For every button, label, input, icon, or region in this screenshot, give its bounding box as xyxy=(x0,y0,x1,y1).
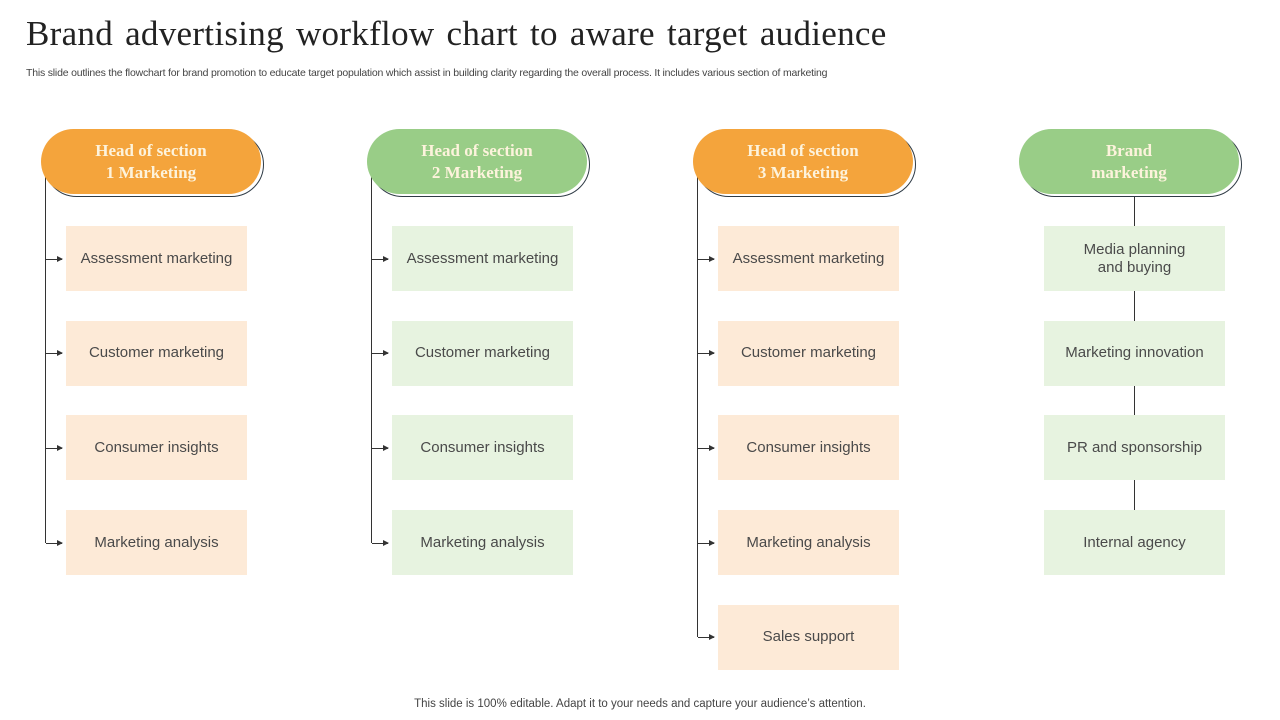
arrow-icon xyxy=(46,350,63,357)
page-title: Brand advertising workflow chart to awar… xyxy=(26,14,887,53)
step-box: Customer marketing xyxy=(66,320,247,386)
arrow-icon xyxy=(372,444,389,451)
arrow-icon xyxy=(46,539,63,546)
step-box: Sales support xyxy=(718,604,899,670)
arrow-icon xyxy=(698,444,715,451)
arrow-icon xyxy=(698,255,715,262)
section-heading: Head of section 3 Marketing xyxy=(693,129,913,194)
section-heading: Head of section 1 Marketing xyxy=(41,129,261,194)
step-box: Assessment marketing xyxy=(66,226,247,291)
step-box: Assessment marketing xyxy=(718,226,899,291)
arrow-icon xyxy=(698,634,715,641)
connector-line xyxy=(371,175,372,543)
step-box: Consumer insights xyxy=(66,415,247,481)
arrow-icon xyxy=(698,350,715,357)
step-box: Assessment marketing xyxy=(392,226,573,291)
step-box: PR and sponsorship xyxy=(1044,415,1225,481)
column-2: Head of section 2 Marketing Assessment ma… xyxy=(367,129,607,689)
step-box: Media planning and buying xyxy=(1044,226,1225,291)
connector-line xyxy=(697,175,698,638)
step-box: Consumer insights xyxy=(392,415,573,481)
arrow-icon xyxy=(372,539,389,546)
arrow-icon xyxy=(46,255,63,262)
section-heading: Head of section 2 Marketing xyxy=(367,129,587,194)
arrow-icon xyxy=(372,350,389,357)
step-box: Customer marketing xyxy=(718,320,899,386)
column-3: Head of section 3 Marketing Assessment ma… xyxy=(693,129,933,689)
page-subtitle: This slide outlines the flowchart for br… xyxy=(26,67,828,79)
column-4: Brand marketing Media planning and buying… xyxy=(1019,129,1259,689)
step-box: Customer marketing xyxy=(392,320,573,386)
section-heading: Brand marketing xyxy=(1019,129,1239,194)
footer-note: This slide is 100% editable. Adapt it to… xyxy=(414,698,866,710)
connector-line xyxy=(45,175,46,543)
column-1: Head of section 1 Marketing Assessment ma… xyxy=(41,129,281,689)
step-box: Marketing analysis xyxy=(392,510,573,576)
arrow-icon xyxy=(372,255,389,262)
step-box: Consumer insights xyxy=(718,415,899,481)
step-box: Marketing innovation xyxy=(1044,320,1225,386)
step-box: Internal agency xyxy=(1044,510,1225,576)
arrow-icon xyxy=(698,539,715,546)
arrow-icon xyxy=(46,444,63,451)
step-box: Marketing analysis xyxy=(66,510,247,576)
step-box: Marketing analysis xyxy=(718,510,899,576)
